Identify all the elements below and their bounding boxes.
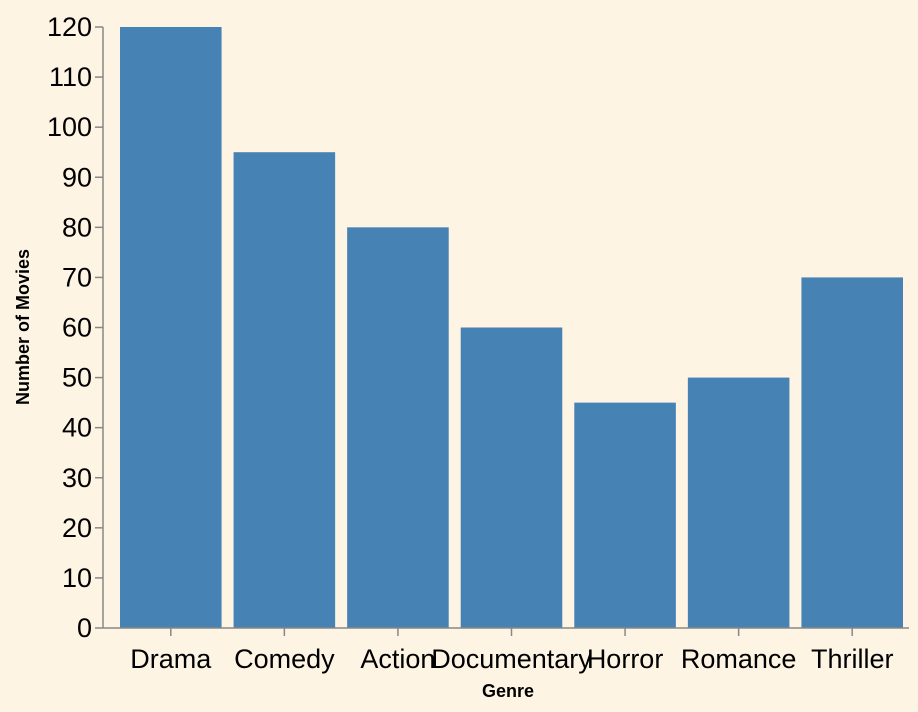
x-tick-label: Comedy — [234, 644, 335, 674]
y-tick-label: 100 — [47, 112, 92, 142]
bar-horror — [574, 402, 676, 628]
y-tick-label: 70 — [62, 262, 92, 292]
bar-comedy — [233, 152, 336, 629]
bars-group — [120, 27, 903, 629]
y-tick-label: 10 — [62, 563, 92, 593]
y-axis-title: Number of Movies — [13, 249, 33, 405]
y-tick-label: 120 — [47, 12, 92, 42]
bar-action — [347, 227, 449, 629]
y-tick-label: 40 — [62, 413, 92, 443]
bar-drama — [120, 27, 222, 628]
y-tick-label: 60 — [62, 313, 92, 343]
y-tick-label: 0 — [77, 613, 92, 643]
x-tick-label: Drama — [130, 644, 212, 674]
y-tick-label: 80 — [62, 212, 92, 242]
y-axis: 0 10 20 30 40 50 60 70 80 90 100 110 120 — [47, 12, 104, 643]
y-tick-label: 30 — [62, 463, 92, 493]
y-tick-label: 110 — [49, 62, 92, 92]
x-tick-label: Documentary — [431, 644, 592, 674]
y-tick-label: 50 — [62, 363, 92, 393]
x-tick-label: Horror — [587, 644, 664, 674]
y-tick-label: 90 — [62, 162, 92, 192]
x-tick-label: Thriller — [811, 644, 894, 674]
y-tick-label: 20 — [62, 513, 92, 543]
x-tick-label: Action — [360, 644, 435, 674]
bar-documentary — [460, 327, 563, 628]
bar-romance — [687, 377, 790, 628]
bar-thriller — [801, 277, 903, 628]
x-tick-label: Romance — [681, 644, 797, 674]
x-axis-title: Genre — [482, 681, 534, 701]
